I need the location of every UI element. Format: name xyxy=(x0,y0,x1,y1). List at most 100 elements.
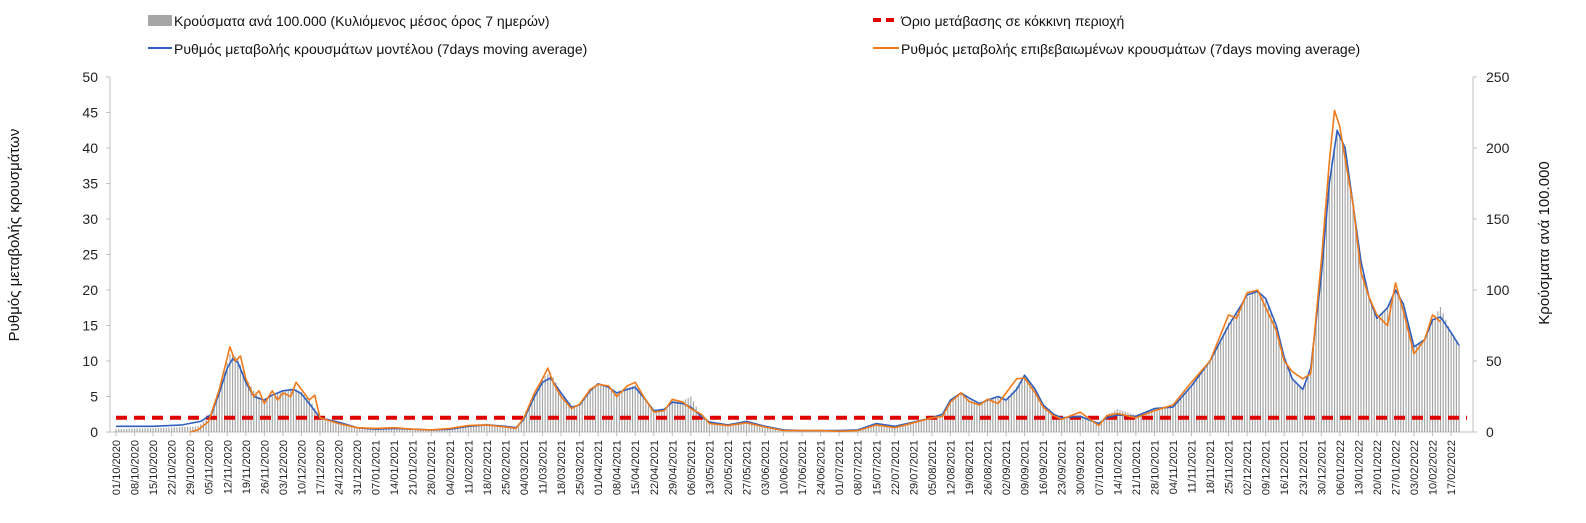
y-left-tick-label: 15 xyxy=(82,318,98,334)
bar xyxy=(597,383,599,432)
bar xyxy=(1267,305,1269,432)
bar xyxy=(536,387,538,432)
bar xyxy=(1209,361,1211,432)
x-tick-label: 25/02/2021 xyxy=(500,440,512,495)
x-tick-label: 30/09/2021 xyxy=(1075,440,1087,495)
bar xyxy=(520,421,522,432)
bar xyxy=(918,420,920,432)
bar xyxy=(126,428,128,432)
bar xyxy=(512,427,514,432)
bar xyxy=(184,426,186,432)
bar xyxy=(1175,403,1177,432)
x-tick-label: 24/06/2021 xyxy=(816,440,828,495)
bar xyxy=(1045,407,1047,432)
bar xyxy=(1108,413,1110,432)
bar xyxy=(1069,416,1071,432)
bar xyxy=(133,428,136,432)
bar xyxy=(178,427,181,432)
bar xyxy=(666,407,668,432)
bar xyxy=(1029,382,1031,432)
bar xyxy=(698,411,700,432)
bar xyxy=(1447,326,1450,432)
y-left-axis-title: Ρυθμός μεταβολής κρουσμάτων xyxy=(6,129,23,342)
bar xyxy=(1434,315,1436,432)
bar xyxy=(608,386,610,432)
bar xyxy=(780,429,782,432)
x-tick-label: 24/12/2020 xyxy=(334,440,346,495)
bar xyxy=(1156,407,1158,432)
bar xyxy=(247,382,250,432)
legend-model-label: Ρυθμός μεταβολής κρουσμάτων μοντέλου (7d… xyxy=(174,41,587,57)
bar xyxy=(1098,423,1100,432)
bar xyxy=(372,428,374,432)
bar xyxy=(1416,345,1418,432)
bar xyxy=(380,428,382,432)
x-tick-label: 13/05/2021 xyxy=(704,440,716,495)
bar xyxy=(963,395,965,432)
bar xyxy=(1201,371,1203,432)
bar xyxy=(123,428,125,432)
bar xyxy=(1243,300,1246,432)
x-tick-label: 12/08/2021 xyxy=(945,440,957,495)
bar xyxy=(631,386,634,432)
x-tick-label: 28/01/2021 xyxy=(426,440,438,495)
bar xyxy=(605,385,607,432)
bar xyxy=(735,423,737,432)
x-tick-label: 25/03/2021 xyxy=(575,440,587,495)
bar xyxy=(224,371,226,432)
bar xyxy=(944,410,946,432)
legend-item-bars: Κρούσματα ανά 100.000 (Κυλιόμενος μέσος … xyxy=(148,13,550,29)
bar xyxy=(1386,308,1389,432)
legend-item-model: Ρυθμός μεταβολής κρουσμάτων μοντέλου (7d… xyxy=(148,41,587,57)
bar xyxy=(1111,412,1113,432)
bar xyxy=(637,389,639,432)
bar xyxy=(1095,422,1097,432)
y-right-tick-label: 250 xyxy=(1486,69,1510,85)
bar xyxy=(237,358,239,432)
bar xyxy=(1421,341,1423,432)
bar xyxy=(441,429,443,432)
bar xyxy=(1182,394,1185,432)
bar xyxy=(1220,339,1222,432)
bar xyxy=(703,418,705,432)
bar xyxy=(626,387,628,432)
bar xyxy=(367,428,369,432)
bar xyxy=(327,419,329,432)
x-tick-label: 20/01/2022 xyxy=(1372,440,1384,495)
bar xyxy=(1413,346,1415,432)
x-tick-label: 17/02/2022 xyxy=(1446,440,1458,495)
bar xyxy=(449,429,451,432)
bar xyxy=(1408,325,1410,432)
bar xyxy=(1135,414,1137,432)
x-tick-label: 04/11/2021 xyxy=(1168,440,1180,494)
bar xyxy=(976,402,978,432)
bar xyxy=(131,428,133,432)
bar xyxy=(1087,418,1089,432)
y-left-axis: 0 5 10 15 20 25 30 35 40 45 50 xyxy=(82,69,110,440)
bar xyxy=(1318,298,1320,433)
bar xyxy=(369,428,371,432)
bar xyxy=(1431,319,1434,432)
bar xyxy=(1445,319,1447,432)
bar xyxy=(425,430,427,432)
bar xyxy=(624,389,626,432)
bar xyxy=(531,398,533,432)
x-tick-label: 30/12/2021 xyxy=(1316,440,1328,495)
bar xyxy=(888,425,891,432)
bar xyxy=(1103,417,1105,432)
bar xyxy=(1347,166,1349,432)
bar xyxy=(968,399,970,432)
y-left-tick-label: 50 xyxy=(82,69,98,85)
x-tick-label: 13/01/2022 xyxy=(1353,440,1365,495)
bar xyxy=(398,428,401,432)
bar xyxy=(255,395,257,432)
bar xyxy=(316,413,318,432)
bar xyxy=(878,423,880,432)
bar xyxy=(655,411,657,432)
bar xyxy=(417,429,419,432)
x-tick-label: 23/09/2021 xyxy=(1057,440,1069,495)
bar xyxy=(343,423,345,432)
bar xyxy=(1238,307,1240,432)
bar xyxy=(475,424,477,432)
y-left-tick-label: 45 xyxy=(82,105,98,121)
